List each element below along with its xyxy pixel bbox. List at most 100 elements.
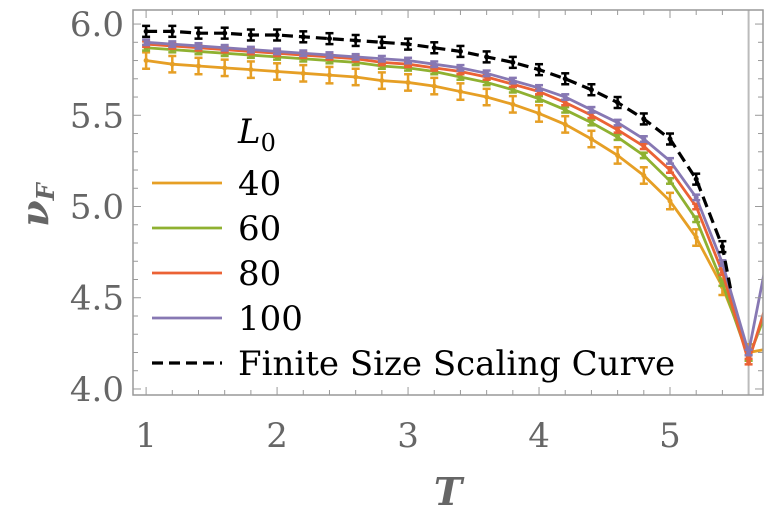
error-bar [508,55,517,70]
ticks: 1 2 3 4 5 4.0 4.5 5.0 5.5 6.0 [70,5,763,456]
error-bar [404,72,413,92]
y-tick-label: 5.0 [70,188,124,228]
data-point [248,32,254,38]
legend-title: L0 [237,112,276,157]
error-bar [299,49,308,58]
error-bar [404,37,413,51]
data-point [379,78,385,84]
error-bar [613,125,622,134]
data-point [641,136,647,142]
data-point [222,30,228,36]
error-bar [613,133,622,142]
series-40 [142,51,763,362]
error-bar [587,129,596,149]
error-bar [639,135,648,143]
data-point [353,74,359,80]
data-point [693,235,699,241]
error-bar [168,40,177,49]
data-point [510,78,516,84]
x-tick-label: 1 [135,416,157,456]
series-line [146,29,734,295]
error-bar [404,56,413,65]
data-point [222,45,228,51]
data-point [405,79,411,85]
error-bar [430,60,439,69]
data-point [536,110,542,116]
data-point [300,70,306,76]
error-bar [666,132,675,146]
x-axis-label: T [434,469,465,514]
error-bar [561,105,570,114]
data-point [457,48,463,54]
error-bar [666,191,675,211]
error-bar [246,60,255,80]
data-point [169,28,175,34]
data-point [693,194,699,200]
error-bar [142,51,151,71]
data-point [615,100,621,106]
legend-entry: 100 [152,299,303,339]
error-bar [220,26,229,40]
data-point [431,83,437,89]
data-point [693,176,699,182]
error-bar [508,76,517,85]
error-bar [299,30,308,44]
data-point [588,87,594,93]
data-point [457,89,463,95]
data-point [693,204,699,210]
error-bar [482,69,491,78]
error-bar [718,259,727,268]
error-bar [587,105,596,114]
error-bar [273,28,282,42]
y-tick-label: 4.5 [70,279,124,319]
data-point [719,244,725,250]
error-bar [142,24,151,39]
data-point [510,59,516,65]
y-tick-label: 4.0 [70,370,124,410]
error-bar [613,145,622,165]
data-point [169,61,175,67]
error-bar [639,166,648,185]
error-bar [456,44,465,59]
error-bar [666,166,675,175]
data-point [169,41,175,47]
error-bar [639,142,648,151]
legend-label: 100 [238,299,303,339]
error-bar [351,33,360,48]
data-point [195,63,201,69]
error-bar [692,215,701,224]
data-point [457,65,463,71]
error-bar [168,54,177,74]
data-point [326,72,332,78]
error-bar [535,83,544,92]
data-point [405,41,411,47]
data-point [274,32,280,38]
error-bar [666,156,675,165]
error-bar [613,95,622,110]
x-tick-label: 3 [397,416,419,456]
data-point [641,143,647,149]
data-point [719,260,725,266]
data-point [457,74,463,80]
data-point [615,127,621,133]
legend-entry: 80 [152,254,281,294]
data-point [667,167,673,173]
data-point [431,45,437,51]
error-bar [535,103,544,123]
data-point [562,107,568,113]
data-point [405,58,411,64]
legend: L0 40 60 80 100 Finite Size Scaling Curve [152,112,675,384]
error-bar [535,94,544,103]
data-point [379,56,385,62]
legend-entry: Finite Size Scaling Curve [152,344,675,384]
error-bar [273,62,282,81]
error-bar [351,52,360,61]
data-point [195,43,201,49]
error-bar [194,26,203,40]
data-point [353,37,359,43]
error-bar [325,65,334,85]
data-point [562,94,568,100]
series-100 [142,38,763,357]
data-point [353,54,359,60]
data-point [562,76,568,82]
